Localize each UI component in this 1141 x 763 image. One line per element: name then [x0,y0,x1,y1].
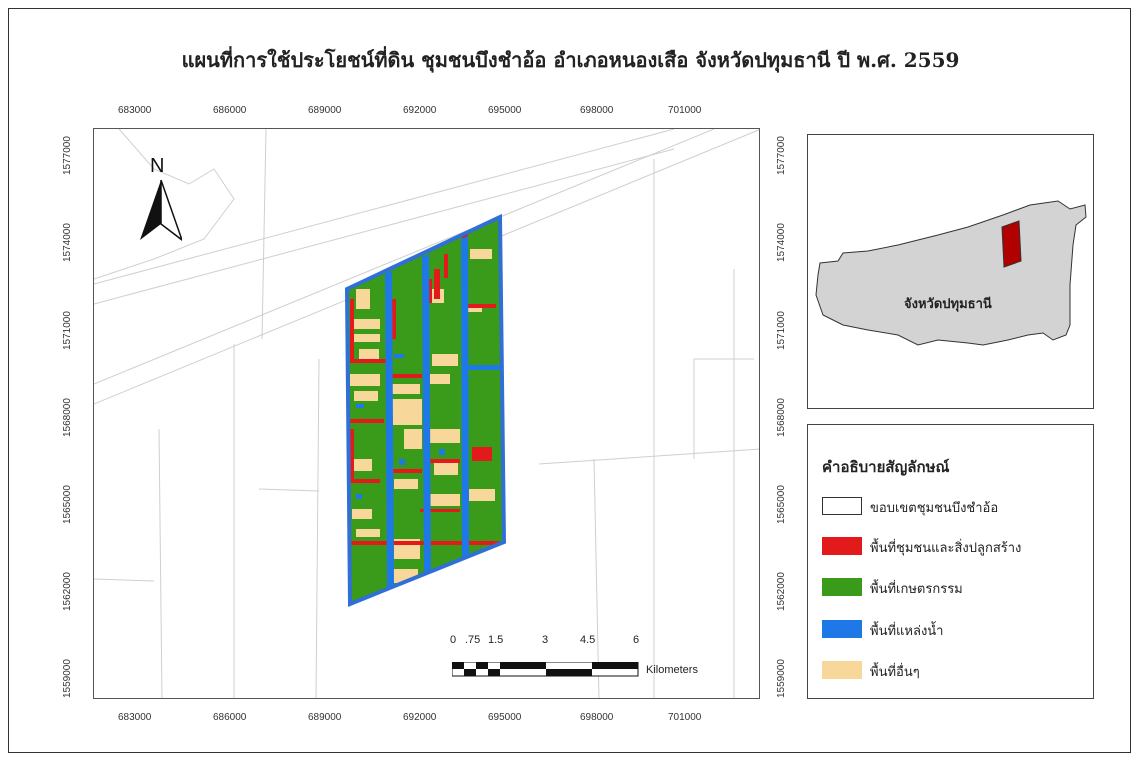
inset-map: จังหวัดปทุมธานี [807,134,1094,409]
legend-swatch [822,497,862,515]
community-area [344,213,507,607]
x-tick-top: 683000 [118,105,152,116]
y-tick-right: 1559000 [776,659,787,698]
y-tick-left: 1568000 [62,398,73,437]
main-map[interactable] [93,128,760,699]
legend-swatch [822,578,862,596]
legend-label: ขอบเขตชุมชนบึงชำอ้อ [870,501,999,516]
x-tick-top: 692000 [403,105,437,116]
y-tick-right: 1574000 [776,223,787,262]
legend-label: พื้นที่อื่นๆ [870,665,920,680]
y-tick-left: 1571000 [62,311,73,350]
scale-label: .75 [465,634,481,646]
y-tick-left: 1565000 [62,485,73,524]
map-title: แผนที่การใช้ประโยชน์ที่ดิน ชุมชนบึงชำอ้อ… [181,48,960,72]
scale-label: 6 [633,634,640,646]
legend-label: พื้นที่แหล่งน้ำ [870,624,944,639]
scale-label: 1.5 [488,634,504,646]
legend: คำอธิบายสัญลักษณ์ ขอบเขตชุมชนบึงชำอ้อ พื… [807,424,1094,699]
y-tick-right: 1571000 [776,311,787,350]
north-arrow-icon [140,180,182,241]
x-tick-top: 698000 [580,105,614,116]
y-tick-left: 1577000 [62,136,73,175]
north-label: N [150,155,165,177]
y-tick-left: 1562000 [62,572,73,611]
legend-title: คำอธิบายสัญลักษณ์ [822,458,950,476]
legend-label: พื้นที่ชุมชนและสิ่งปลูกสร้าง [870,541,1022,556]
other-land-patches [350,249,495,583]
x-tick-bottom: 692000 [403,712,437,723]
water-canals [356,236,502,588]
x-tick-top: 695000 [488,105,522,116]
x-tick-bottom: 695000 [488,712,522,723]
y-tick-right: 1577000 [776,136,787,175]
y-tick-right: 1562000 [776,572,787,611]
x-tick-top: 701000 [668,105,702,116]
x-tick-top: 689000 [308,105,342,116]
scale-unit: Kilometers [646,664,698,676]
legend-swatch [822,661,862,679]
community-location [1001,220,1022,268]
community-boundary [344,213,507,607]
base-lines [94,129,759,698]
x-tick-bottom: 683000 [118,712,152,723]
scale-label: 3 [542,634,549,646]
y-tick-left: 1574000 [62,223,73,262]
x-tick-bottom: 698000 [580,712,614,723]
scale-label: 0 [450,634,457,646]
province-label: จังหวัดปทุมธานี [904,297,992,312]
x-tick-top: 686000 [213,105,247,116]
y-tick-right: 1565000 [776,485,787,524]
legend-swatch [822,537,862,555]
legend-label: พื้นที่เกษตรกรรม [870,582,963,597]
y-tick-left: 1559000 [62,659,73,698]
map-canvas [94,129,759,698]
x-tick-bottom: 689000 [308,712,342,723]
scale-bar [452,662,639,677]
x-tick-bottom: 686000 [213,712,247,723]
scale-label: 4.5 [580,634,596,646]
x-tick-bottom: 701000 [668,712,702,723]
province-shape [815,200,1087,346]
y-tick-right: 1568000 [776,398,787,437]
legend-swatch [822,620,862,638]
